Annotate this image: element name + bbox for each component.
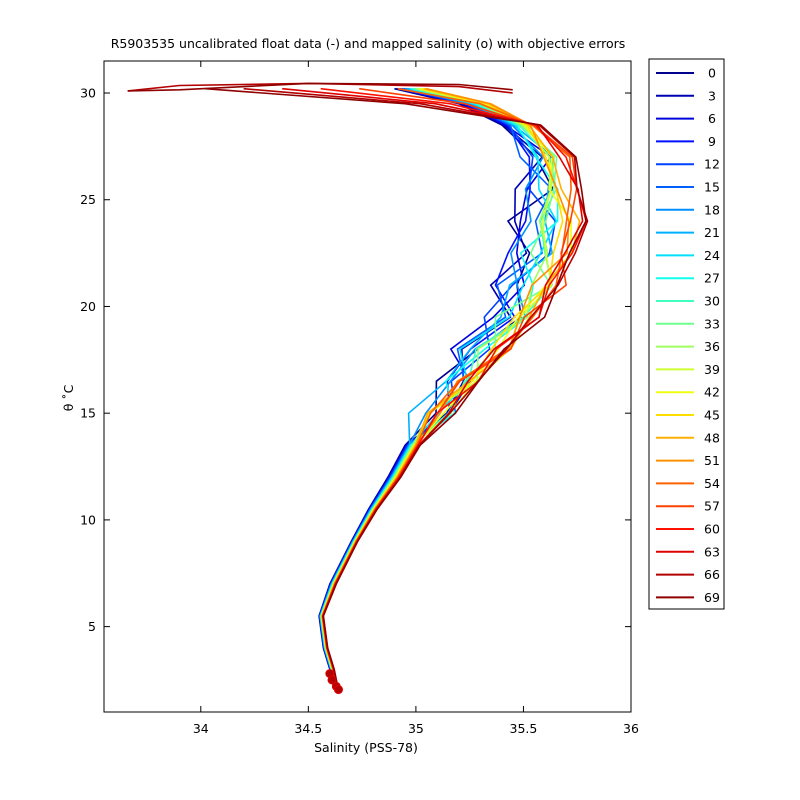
legend-label: 12 — [704, 157, 720, 172]
profile-line-24 — [319, 87, 558, 691]
legend-label: 30 — [704, 294, 720, 309]
chart-title: R5903535 uncalibrated float data (-) and… — [111, 36, 626, 51]
legend: 0369121518212427303336394245485154576063… — [648, 58, 725, 610]
y-tick-label: 15 — [80, 406, 96, 421]
legend-label: 57 — [704, 499, 720, 514]
legend-label: 69 — [704, 590, 720, 605]
profile-line-3 — [318, 87, 544, 691]
y-tick-label: 20 — [80, 299, 96, 314]
legend-label: 15 — [704, 180, 720, 195]
plot-area-frame — [103, 60, 632, 713]
legend-label: 48 — [704, 430, 720, 445]
y-axis-ticks: 5 10 15 20 25 30 — [80, 86, 631, 634]
legend-label: 21 — [704, 225, 720, 240]
profile-line-33 — [320, 87, 558, 691]
profile-line-45 — [321, 87, 564, 691]
legend-label: 6 — [708, 111, 716, 126]
legend-label: 60 — [704, 522, 720, 537]
x-tick-label: 34.5 — [294, 721, 322, 736]
legend-label: 39 — [704, 362, 720, 377]
legend-label: 42 — [704, 385, 720, 400]
legend-label: 33 — [704, 316, 720, 331]
y-tick-label: 25 — [80, 192, 96, 207]
x-axis-label: Salinity (PSS-78) — [314, 740, 418, 755]
legend-label: 24 — [704, 248, 720, 263]
legend-box — [648, 58, 725, 610]
profile-line-9 — [318, 87, 531, 691]
legend-label: 45 — [704, 408, 720, 423]
profile-line-12 — [319, 87, 557, 691]
legend-label: 63 — [704, 544, 720, 559]
float-profiles — [127, 82, 589, 695]
legend-label: 18 — [704, 202, 720, 217]
legend-label: 0 — [708, 66, 716, 81]
mapped-salinity-marker — [327, 675, 337, 685]
mapped-salinity-marker — [333, 685, 343, 695]
x-tick-label: 36 — [623, 721, 639, 736]
x-tick-label: 34 — [193, 721, 209, 736]
y-tick-label: 5 — [88, 619, 96, 634]
x-axis-ticks: 34 34.5 35 35.5 36 — [193, 61, 639, 736]
legend-label: 51 — [704, 453, 720, 468]
legend-label: 3 — [708, 88, 716, 103]
y-tick-label: 10 — [80, 512, 96, 527]
legend-label: 54 — [704, 476, 720, 491]
x-tick-label: 35 — [408, 721, 424, 736]
legend-label: 36 — [704, 339, 720, 354]
profile-line-66 — [243, 87, 589, 691]
legend-label: 9 — [708, 134, 716, 149]
y-tick-label: 30 — [80, 86, 96, 101]
profile-surface-69 — [127, 82, 513, 92]
profile-line-69 — [205, 87, 587, 691]
profile-line-21 — [319, 87, 555, 691]
profile-line-27 — [319, 87, 559, 691]
legend-label: 27 — [704, 271, 720, 286]
profile-line-18 — [319, 87, 544, 691]
legend-label: 66 — [704, 567, 720, 582]
profile-line-30 — [320, 87, 558, 691]
x-tick-label: 35.5 — [510, 721, 538, 736]
y-axis-label: θ ˚C — [61, 384, 76, 411]
profile-line-36 — [320, 87, 556, 691]
